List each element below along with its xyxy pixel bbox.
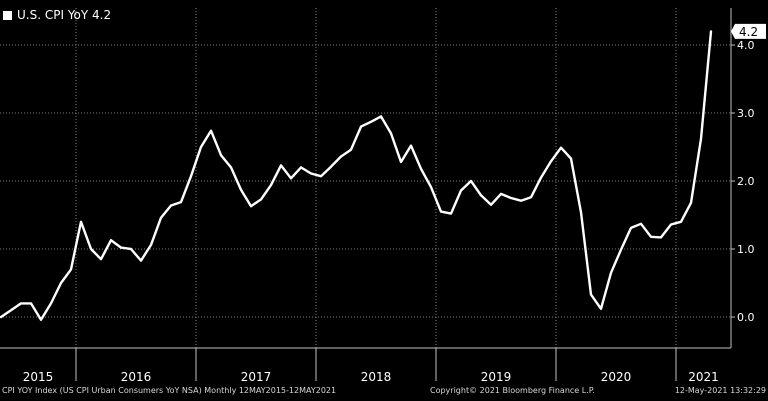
legend-swatch — [3, 10, 12, 20]
y-tick-label: 3.0 — [737, 107, 755, 120]
y-tick-label: 0.0 — [737, 311, 755, 324]
x-tick-label: 2019 — [481, 370, 512, 384]
series-line-group — [0, 30, 713, 321]
last-value-box — [731, 23, 766, 39]
x-tick-label: 2016 — [121, 370, 152, 384]
footer-source: CPI YOY Index (US CPI Urban Consumers Yo… — [2, 386, 337, 395]
series-line-us-cpi-yoy — [0, 30, 713, 321]
legend-label: U.S. CPI YoY 4.2 — [17, 8, 112, 22]
y-tick-label: 2.0 — [737, 175, 755, 188]
x-tick-label: 2020 — [601, 370, 632, 384]
y-tick-label: 4.0 — [737, 39, 755, 52]
x-tick-label: 2021 — [688, 370, 719, 384]
y-tick-label: 1.0 — [737, 243, 755, 256]
last-value-label: 4.2 — [739, 25, 758, 39]
grid-lines — [0, 8, 731, 348]
axes — [0, 8, 735, 381]
x-tick-label: 2015 — [23, 370, 54, 384]
legend: U.S. CPI YoY 4.2 — [3, 8, 111, 22]
x-tick-label: 2018 — [361, 370, 392, 384]
footer-timestamp: 12-May-2021 13:32:29 — [674, 386, 766, 395]
x-tick-label: 2017 — [241, 370, 272, 384]
axis-labels: 0.0 1.0 2.0 3.0 4.0 2015 2016 2017 2018 2019 2020 2… — [23, 39, 755, 384]
footer-copyright: Copyright© 2021 Bloomberg Finance L.P. — [430, 386, 595, 395]
last-value-marker: 4.2 — [731, 23, 766, 39]
